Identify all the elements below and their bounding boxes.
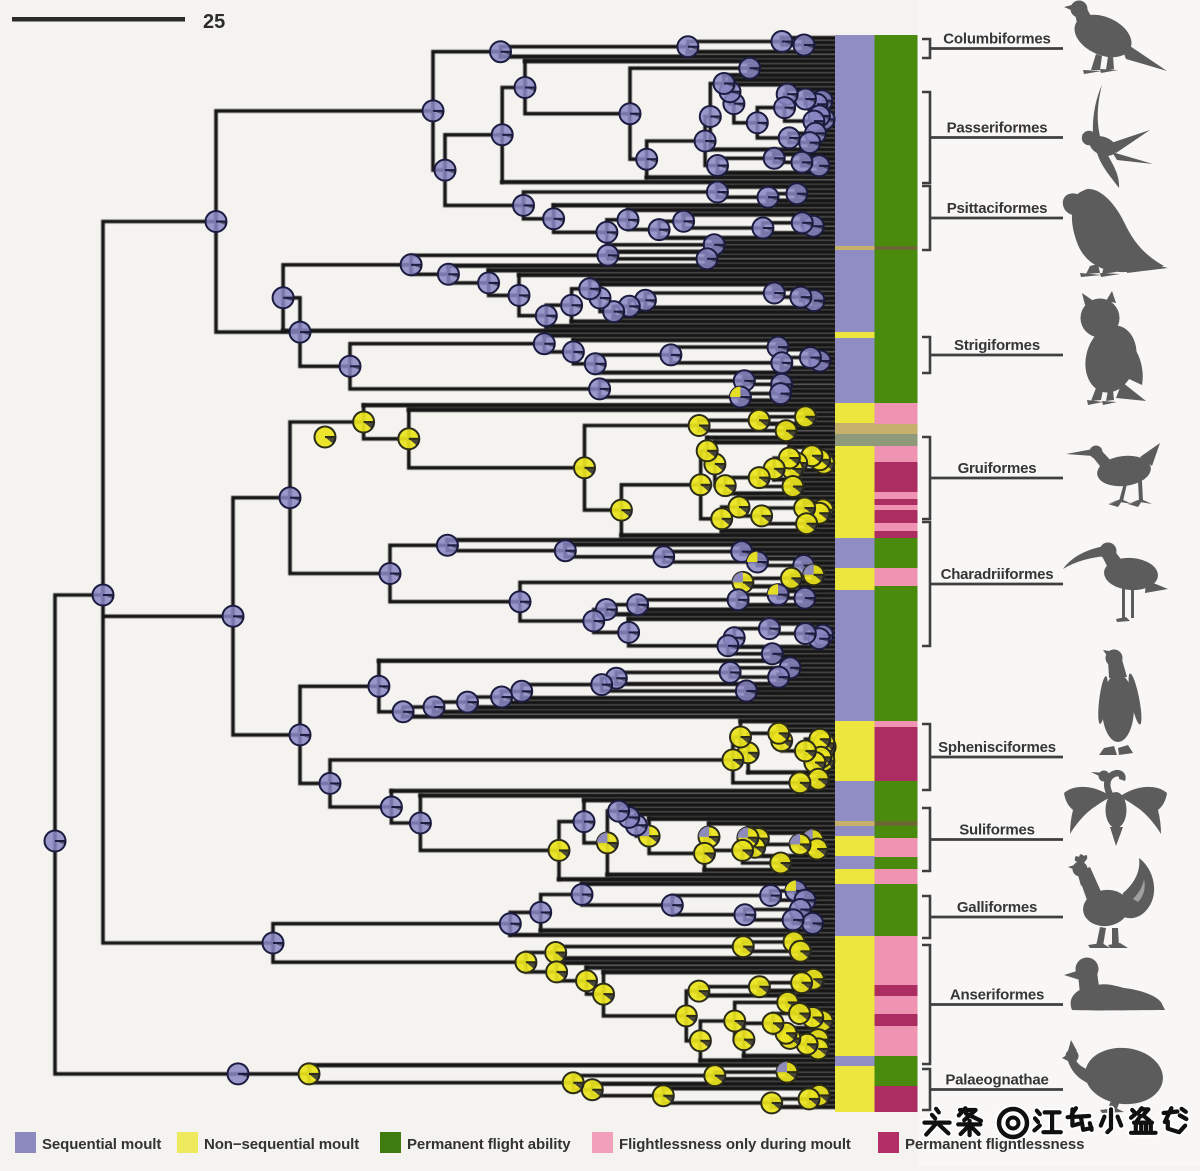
svg-text:Palaeognathae: Palaeognathae [945,1072,1048,1089]
svg-text:Permanent flightlessness: Permanent flightlessness [905,1136,1084,1153]
svg-text:Suliformes: Suliformes [959,822,1035,839]
svg-text:Strigiformes: Strigiformes [954,337,1040,354]
svg-text:Sequential moult: Sequential moult [42,1136,161,1153]
svg-text:Psittaciformes: Psittaciformes [947,200,1048,217]
svg-text:Columbiformes: Columbiformes [943,31,1050,48]
svg-text:Non−sequential moult: Non−sequential moult [204,1136,359,1153]
svg-text:Passeriformes: Passeriformes [947,120,1048,137]
svg-text:Charadriiformes: Charadriiformes [941,566,1054,583]
svg-text:Flightlessness only during mou: Flightlessness only during moult [619,1136,851,1153]
svg-text:Gruiformes: Gruiformes [958,460,1037,477]
svg-text:Permanent flight ability: Permanent flight ability [407,1136,571,1153]
svg-text:25: 25 [203,11,225,33]
svg-text:Galliformes: Galliformes [957,899,1037,916]
svg-text:Sphenisciformes: Sphenisciformes [938,739,1056,756]
svg-text:Anseriformes: Anseriformes [950,987,1044,1004]
